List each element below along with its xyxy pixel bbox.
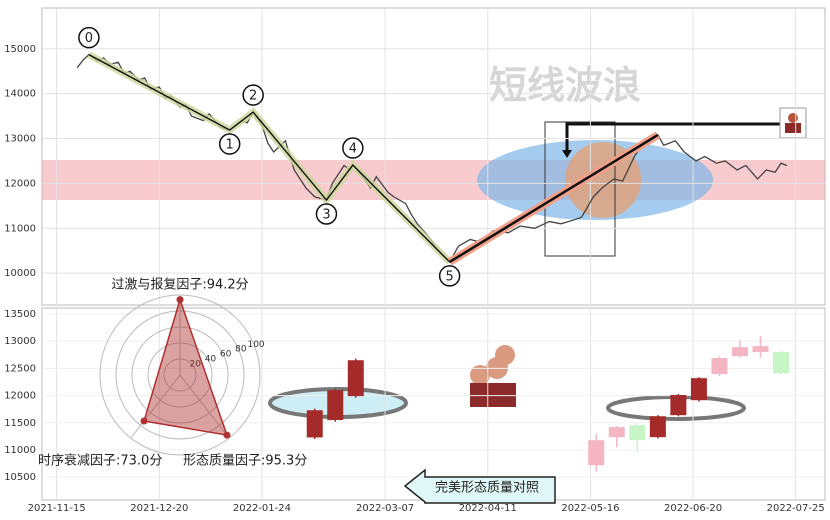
figure <box>470 365 490 385</box>
y-tick-label: 13000 <box>4 336 36 347</box>
x-tick-label: 2022-03-07 <box>356 503 414 514</box>
wave-marker <box>438 265 461 287</box>
upper-frame <box>41 7 826 306</box>
candle-body <box>649 416 666 438</box>
radar-label: 过激与报复因子:94.2分 <box>111 278 248 293</box>
radar-area <box>143 297 229 437</box>
candle-body <box>670 395 687 416</box>
radar-tick-label: 20 <box>189 360 201 370</box>
nav-button[interactable]: 完美形态质量对照 <box>403 468 556 504</box>
y-tick-label: 11000 <box>4 445 36 456</box>
radar-tick-label: 100 <box>247 340 264 350</box>
candle-body <box>752 346 769 353</box>
y-tick-label: 14000 <box>4 89 36 100</box>
watermark: 短线波浪 <box>489 64 641 108</box>
candle-body <box>347 360 364 397</box>
candle-body <box>711 358 728 375</box>
radar-spoke <box>179 374 230 439</box>
y-tick-label: 11500 <box>4 418 36 429</box>
wave-marker <box>78 26 100 49</box>
candle-body <box>773 352 790 374</box>
wave-label: 2 <box>249 89 257 104</box>
x-tick-label: 2022-07-25 <box>767 503 825 514</box>
button-label[interactable]: 完美形态质量对照 <box>435 481 539 496</box>
wave-label: 4 <box>349 142 357 157</box>
y-tick-label: 12000 <box>4 391 36 402</box>
y-tick-label: 12500 <box>4 363 36 374</box>
y-tick-label: 10000 <box>4 268 36 279</box>
x-tick-label: 2021-11-15 <box>28 503 86 514</box>
y-tick-label: 12000 <box>4 178 36 189</box>
trend-line <box>448 133 659 263</box>
x-tick-label: 2021-12-20 <box>130 503 188 514</box>
radar-point <box>176 296 184 304</box>
x-tick-label: 2022-01-24 <box>233 503 291 514</box>
candle-body <box>608 427 625 438</box>
candle-body <box>588 440 605 466</box>
y-tick-label: 13000 <box>4 134 36 145</box>
candle-body <box>629 425 646 441</box>
radar-point <box>140 417 148 425</box>
wave-line <box>88 54 451 263</box>
candle-body <box>690 378 707 401</box>
radar-tick-label: 60 <box>220 350 232 360</box>
y-tick-label: 10500 <box>4 472 36 483</box>
radar-spoke <box>130 374 181 439</box>
wave-label: 1 <box>226 138 234 153</box>
wave-marker <box>315 203 338 225</box>
icon <box>788 113 798 123</box>
y-tick-label: 11000 <box>4 223 36 234</box>
wave-label: 5 <box>445 269 453 284</box>
radar-tick-label: 40 <box>205 355 217 365</box>
radar-tick-label: 80 <box>235 345 247 355</box>
button-shape[interactable] <box>403 468 556 504</box>
wave-label: 3 <box>322 208 330 223</box>
decorations: 短线波浪 <box>42 8 825 500</box>
icon <box>785 123 801 133</box>
highlight-box <box>544 121 616 257</box>
y-tick-label: 13500 <box>4 309 36 320</box>
wave-marker <box>218 133 241 155</box>
radar-point <box>223 431 231 439</box>
y-tick-label: 15000 <box>4 44 36 55</box>
pointer-arrowhead <box>562 150 572 158</box>
radar-label: 时序衰减因子:73.0分 <box>38 453 162 469</box>
candle-body <box>731 347 748 357</box>
candle-body <box>327 390 344 421</box>
wave-marker <box>242 84 264 106</box>
x-tick-label: 2022-04-11 <box>459 503 517 514</box>
x-tick-label: 2022-06-20 <box>664 503 722 514</box>
radar-label: 形态质量因子:95.3分 <box>183 454 307 469</box>
figure <box>495 345 515 365</box>
pointer-arrow <box>565 122 780 152</box>
x-tick-label: 2022-05-16 <box>561 503 619 514</box>
wave-label: 0 <box>85 31 93 46</box>
figure <box>470 383 516 407</box>
wave-marker <box>342 137 364 159</box>
candle-body <box>306 410 323 438</box>
